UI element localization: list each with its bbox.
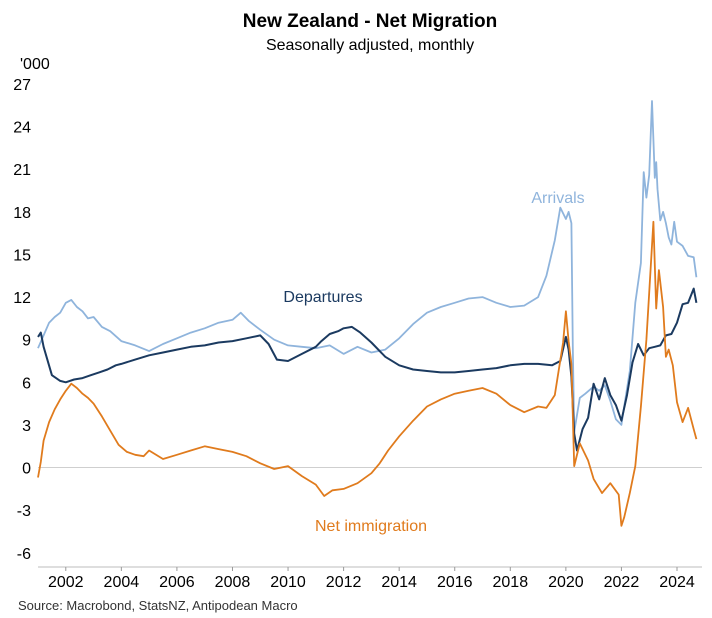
y-tick-label: 6	[22, 375, 31, 392]
x-axis-ticks: 2002 2004 2006 2008 2010 2012 2014 2016 2018 2020…	[38, 566, 702, 591]
x-tick-label: 2024	[659, 574, 695, 591]
y-axis-ticks: 27 24 21 18 15 12 9 6 3 0 -3 -6	[13, 77, 31, 563]
y-tick-label: 21	[13, 162, 31, 179]
y-tick-label: -6	[17, 546, 31, 563]
x-tick-label: 2004	[104, 574, 140, 591]
series-label-arrivals: Arrivals	[531, 190, 584, 207]
chart-title: New Zealand - Net Migration	[243, 11, 497, 32]
x-tick-label: 2020	[548, 574, 584, 591]
x-tick-label: 2016	[437, 574, 473, 591]
x-tick-label: 2008	[215, 574, 251, 591]
y-tick-label: 12	[13, 290, 31, 307]
y-tick-label: -3	[17, 503, 31, 520]
series-label-departures: Departures	[283, 289, 362, 306]
series-line-net-immigration	[37, 220, 698, 527]
y-tick-label: 18	[13, 205, 31, 222]
y-tick-label: 15	[13, 247, 31, 264]
source-note: Source: Macrobond, StatsNZ, Antipodean M…	[18, 598, 298, 613]
x-tick-label: 2022	[604, 574, 640, 591]
y-tick-label: 24	[13, 120, 31, 137]
x-tick-label: 2012	[326, 574, 362, 591]
x-tick-label: 2002	[48, 574, 84, 591]
x-tick-label: 2010	[270, 574, 306, 591]
series-labels: Arrivals Departures Net immigration	[283, 190, 584, 535]
y-tick-label: 0	[22, 461, 31, 478]
series-label-net-immigration: Net immigration	[315, 518, 427, 535]
x-tick-label: 2018	[493, 574, 529, 591]
x-tick-label: 2014	[381, 574, 417, 591]
series-lines	[37, 100, 698, 527]
y-tick-label: 27	[13, 77, 31, 94]
series-line-departures	[37, 287, 698, 452]
chart-subtitle: Seasonally adjusted, monthly	[266, 37, 474, 54]
y-tick-label: 3	[22, 418, 31, 435]
x-tick-label: 2006	[159, 574, 195, 591]
y-tick-label: 9	[22, 333, 31, 350]
y-axis-unit-label: '000	[20, 56, 50, 73]
series-line-arrivals	[37, 100, 698, 433]
